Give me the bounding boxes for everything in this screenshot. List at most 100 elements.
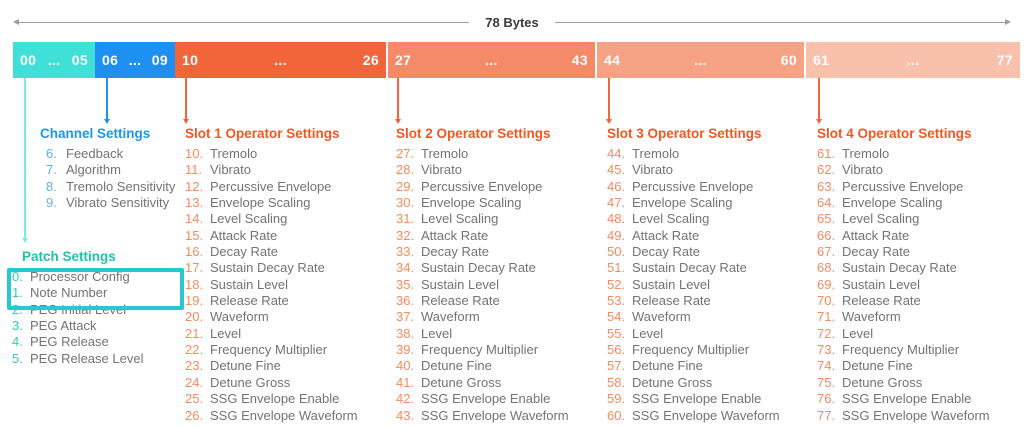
item-label: Vibrato: [842, 162, 883, 178]
item-label: Detune Gross: [210, 374, 291, 390]
list-item: 51. Sustain Decay Rate: [607, 260, 780, 276]
list-item: 21. Level: [185, 326, 358, 342]
item-label: PEG Release: [30, 334, 109, 350]
item-label: Tremolo: [632, 146, 680, 161]
item-label: Level: [842, 325, 874, 341]
item-number: 35.: [396, 276, 415, 292]
list-item: 43. SSG Envelope Waveform: [396, 408, 569, 424]
item-number: 42.: [396, 391, 415, 407]
list-item: 20. Waveform: [185, 309, 358, 325]
list-item: 46. Percussive Envelope: [607, 179, 780, 195]
item-number: 65.: [817, 211, 836, 227]
arrow-left-icon: [13, 19, 19, 25]
selection-highlight-box: [7, 268, 184, 310]
list-item: 60. SSG Envelope Waveform: [607, 408, 780, 424]
item-number: 57.: [607, 358, 626, 374]
list-item: 10. Tremolo: [185, 146, 358, 162]
list-item: 76. SSG Envelope Enable: [817, 391, 990, 407]
item-label: Frequency Multiplier: [632, 342, 750, 358]
settings-list: 27. Tremolo 28. Vibrato 29. Percussive E…: [396, 146, 569, 424]
list-item: 24. Detune Gross: [185, 375, 358, 391]
settings-list: 10. Tremolo 11. Vibrato 12. Percussive E…: [185, 146, 358, 424]
item-label: SSG Envelope Waveform: [421, 407, 569, 423]
list-item: 35. Sustain Level: [396, 277, 569, 293]
connector-arrow-channel: [106, 78, 108, 119]
item-label: Feedback: [66, 146, 124, 161]
item-label: Sustain Decay Rate: [632, 260, 747, 276]
item-number: 16.: [185, 244, 204, 260]
list-item: 18. Sustain Level: [185, 277, 358, 293]
item-label: SSG Envelope Enable: [421, 391, 551, 407]
item-label: Release Rate: [210, 293, 289, 309]
item-label: Detune Gross: [842, 374, 923, 390]
list-item: 47. Envelope Scaling: [607, 195, 780, 211]
item-number: 51.: [607, 260, 626, 276]
item-number: 23.: [185, 358, 204, 374]
item-label: Note Number: [30, 285, 108, 301]
item-number: 18.: [185, 276, 204, 292]
list-item: 73. Frequency Multiplier: [817, 342, 990, 358]
list-item: 77. SSG Envelope Waveform: [817, 408, 990, 424]
item-number: 44.: [607, 146, 626, 161]
group-title: Slot 4 Operator Settings: [817, 126, 972, 141]
list-item: 5. PEG Release Level: [12, 351, 143, 367]
list-item: 55. Level: [607, 326, 780, 342]
list-item: 12. Percussive Envelope: [185, 179, 358, 195]
item-label: Decay Rate: [632, 244, 700, 260]
item-number: 63.: [817, 178, 836, 194]
segment-ellipsis: ...: [274, 52, 287, 68]
item-number: 60.: [607, 407, 626, 423]
item-number: 47.: [607, 195, 626, 211]
list-item: 75. Detune Gross: [817, 375, 990, 391]
list-item: 54. Waveform: [607, 309, 780, 325]
item-number: 66.: [817, 227, 836, 243]
segment-start: 61: [813, 52, 830, 68]
item-label: Level: [632, 325, 664, 341]
item-label: Waveform: [842, 309, 901, 325]
item-label: Tremolo: [842, 146, 890, 161]
list-item: 42. SSG Envelope Enable: [396, 391, 569, 407]
item-label: Waveform: [632, 309, 691, 325]
list-item: 39. Frequency Multiplier: [396, 342, 569, 358]
item-label: Decay Rate: [421, 244, 489, 260]
group-title: Channel Settings: [40, 126, 151, 141]
segment-slot1-bytes: 10 ... 26: [175, 42, 386, 78]
segment-end: 43: [571, 52, 588, 68]
group-title: Slot 3 Operator Settings: [607, 126, 762, 141]
list-item: 29. Percussive Envelope: [396, 179, 569, 195]
list-item: 17. Sustain Decay Rate: [185, 260, 358, 276]
item-number: 39.: [396, 342, 415, 358]
list-item: 26. SSG Envelope Waveform: [185, 408, 358, 424]
segment-ellipsis: ...: [47, 52, 61, 68]
item-label: Frequency Multiplier: [210, 342, 328, 358]
item-number: 24.: [185, 374, 204, 390]
item-label: Release Rate: [632, 293, 711, 309]
item-label: Attack Rate: [842, 227, 910, 243]
list-item: 32. Attack Rate: [396, 228, 569, 244]
item-number: 6.: [46, 146, 57, 161]
item-label: Level: [421, 325, 453, 341]
segment-end: 09: [151, 52, 168, 68]
settings-list: 0. Processor Config 1. Note Number 2. PE…: [12, 269, 143, 367]
list-item: 74. Detune Fine: [817, 358, 990, 374]
item-label: SSG Envelope Waveform: [842, 407, 990, 423]
segment-ellipsis: ...: [694, 52, 707, 68]
arrow-right-icon: [1005, 19, 1012, 25]
list-item: 22. Frequency Multiplier: [185, 342, 358, 358]
segment-ellipsis: ...: [906, 52, 920, 68]
item-label: Level: [210, 325, 242, 341]
segment-channel-bytes: 06 ... 09: [95, 42, 175, 78]
item-label: Level Scaling: [632, 211, 710, 227]
item-number: 21.: [185, 325, 204, 341]
item-label: Processor Config: [30, 269, 130, 284]
item-label: Tremolo: [210, 146, 258, 161]
list-item: 71. Waveform: [817, 309, 990, 325]
list-item: 37. Waveform: [396, 309, 569, 325]
item-number: 55.: [607, 325, 626, 341]
item-number: 15.: [185, 227, 204, 243]
group-slot3-operator-settings: Slot 3 Operator Settings 44. Tremolo 45.…: [607, 126, 780, 424]
item-number: 72.: [817, 325, 836, 341]
list-item: 13. Envelope Scaling: [185, 195, 358, 211]
settings-list: 44. Tremolo 45. Vibrato 46. Percussive E…: [607, 146, 780, 424]
